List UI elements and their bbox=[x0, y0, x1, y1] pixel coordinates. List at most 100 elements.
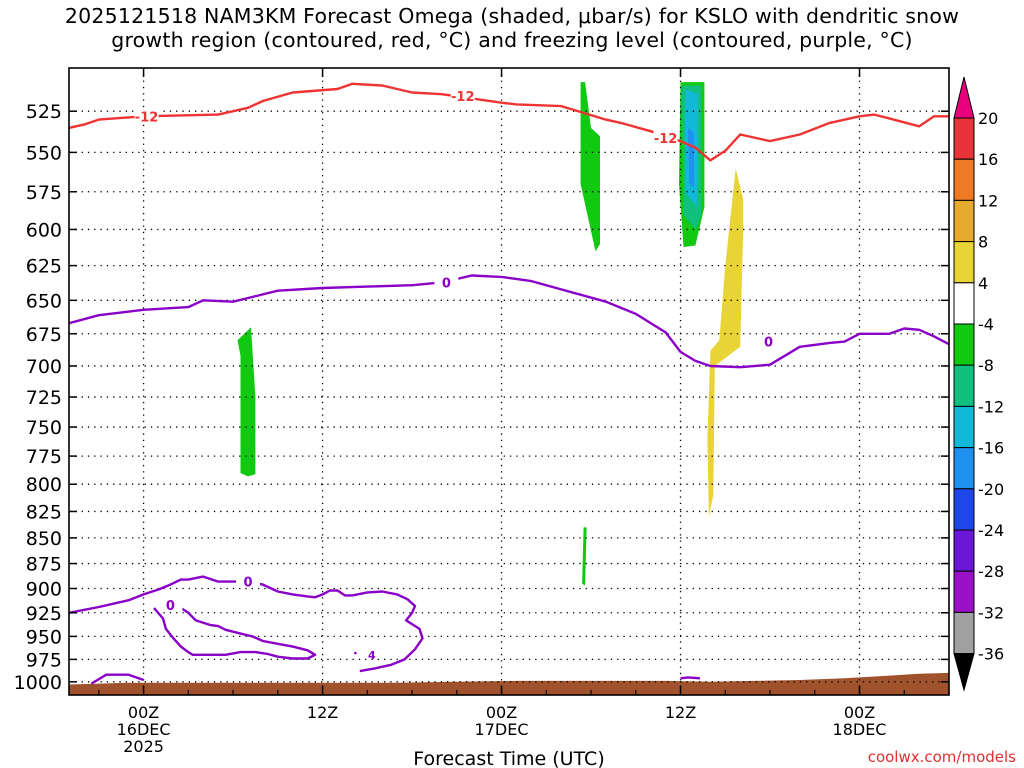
low-level-freezing-contour-0 bbox=[69, 575, 424, 673]
colorbar-label-12: -32 bbox=[978, 603, 1004, 622]
colorbar-segment-10 bbox=[953, 488, 975, 531]
y-tick-label-850: 850 bbox=[26, 528, 62, 550]
x-tick-label-0-0: 00Z bbox=[128, 703, 159, 722]
omega-region-7 bbox=[707, 168, 744, 517]
source-watermark: coolwx.com/models bbox=[867, 748, 1016, 766]
x-tick-label-0-2: 2025 bbox=[123, 737, 164, 756]
y-tick-label-725: 725 bbox=[26, 387, 62, 409]
colorbar-label-13: -36 bbox=[978, 645, 1004, 664]
freezing-label-3-bg bbox=[235, 574, 260, 588]
x-tick-label-0-1: 16DEC bbox=[117, 720, 171, 739]
x-axis-label: Forecast Time (UTC) bbox=[413, 748, 604, 768]
dgz-label-3-bg bbox=[653, 130, 678, 144]
plot-frame bbox=[68, 67, 950, 696]
dendritic-growth-line bbox=[69, 82, 949, 162]
colorbar-segment-3 bbox=[953, 199, 975, 243]
y-tick-label-550: 550 bbox=[26, 142, 62, 164]
y-tick-label-875: 875 bbox=[26, 554, 62, 576]
y-tick-label-750: 750 bbox=[26, 417, 62, 439]
grid-layer bbox=[69, 68, 949, 695]
dgz-label-2: -12 bbox=[451, 90, 475, 105]
freezing-label-4-bg bbox=[158, 598, 183, 612]
colorbar-label-1: 16 bbox=[978, 150, 998, 169]
colorbar-segment-6 bbox=[953, 323, 975, 366]
contour-layer bbox=[69, 82, 949, 685]
colorbar-label-2: 12 bbox=[978, 191, 998, 210]
y-tick-label-700: 700 bbox=[26, 356, 62, 378]
colorbar: 20 16 12 8 4 -4 -8 -12 -16 -20 -24 -28 -32 -36 bbox=[953, 76, 1004, 692]
omega-region-2 bbox=[582, 527, 587, 586]
y-tick-label-800: 800 bbox=[26, 474, 62, 496]
omega-region-1 bbox=[580, 82, 600, 252]
dgz-label-2-bg bbox=[450, 88, 475, 102]
colorbar-label-5: -4 bbox=[978, 315, 994, 334]
x-tick-label-36-0: 12Z bbox=[665, 703, 696, 722]
y-tick-label-825: 825 bbox=[26, 501, 62, 523]
colorbar-segment-1 bbox=[953, 117, 975, 160]
y-tick-label-950: 950 bbox=[26, 626, 62, 648]
y-tick-label-675: 675 bbox=[26, 324, 62, 346]
colorbar-label-4: 4 bbox=[978, 274, 988, 293]
colorbar-label-7: -12 bbox=[978, 397, 1004, 416]
y-tick-label-600: 600 bbox=[26, 219, 62, 241]
low-level-freezing-contour-2 bbox=[90, 673, 144, 685]
freezing-label-4: 0 bbox=[166, 599, 175, 614]
colorbar-label-10: -24 bbox=[978, 521, 1004, 540]
omega-region-6 bbox=[688, 127, 694, 188]
colorbar-segment-8 bbox=[953, 405, 975, 449]
freezing-label-2: 0 bbox=[764, 336, 773, 351]
low-level-freezing-contour-1 bbox=[153, 603, 317, 660]
omega-region-0 bbox=[237, 327, 256, 477]
colorbar-label-3: 8 bbox=[978, 233, 988, 252]
title-line-2: growth region (contoured, red, °C) and f… bbox=[111, 28, 913, 52]
small-contour-label: 4 bbox=[368, 649, 376, 662]
colorbar-segment-12 bbox=[953, 570, 975, 613]
contour-dot bbox=[354, 651, 357, 655]
y-tick-label-650: 650 bbox=[26, 290, 62, 312]
x-tick-label-48-0: 00Z bbox=[844, 703, 875, 722]
colorbar-segment-9 bbox=[953, 447, 975, 490]
colorbar-segment-7 bbox=[953, 364, 975, 407]
freezing-label-3: 0 bbox=[243, 576, 252, 591]
colorbar-segment-4 bbox=[953, 241, 975, 284]
x-tick-label-12-0: 12Z bbox=[307, 703, 338, 722]
freezing-label-1: 0 bbox=[442, 276, 451, 291]
y-tick-label-625: 625 bbox=[26, 256, 62, 278]
y-tick-label-1000: 1000 bbox=[14, 672, 62, 694]
x-tick-label-24-0: 00Z bbox=[486, 703, 517, 722]
colorbar-label-6: -8 bbox=[978, 356, 994, 375]
dgz-label-1-bg bbox=[134, 109, 159, 123]
y-tick-label-525: 525 bbox=[26, 101, 62, 123]
chart-title: 2025121518 NAM3KM Forecast Omega (shaded… bbox=[0, 4, 1024, 52]
colorbar-segment-5 bbox=[953, 282, 975, 325]
y-tick-label-775: 775 bbox=[26, 446, 62, 468]
low-level-freezing-contour-3 bbox=[680, 676, 700, 680]
freezing-label-2-bg bbox=[756, 334, 781, 348]
x-tick-label-24-1: 17DEC bbox=[475, 720, 529, 739]
colorbar-segment-11 bbox=[953, 529, 975, 572]
x-tick-label-48-1: 18DEC bbox=[833, 720, 887, 739]
omega-shading-layer bbox=[237, 82, 744, 586]
y-tick-label-975: 975 bbox=[26, 649, 62, 671]
colorbar-label-0: 20 bbox=[978, 109, 998, 128]
colorbar-label-8: -16 bbox=[978, 439, 1004, 458]
y-tick-label-925: 925 bbox=[26, 603, 62, 625]
colorbar-label-9: -20 bbox=[978, 480, 1004, 499]
y-tick-label-575: 575 bbox=[26, 182, 62, 204]
colorbar-segment-13 bbox=[953, 611, 975, 655]
colorbar-label-11: -28 bbox=[978, 562, 1004, 581]
colorbar-segment-2 bbox=[953, 158, 975, 201]
freezing-level-line bbox=[69, 274, 949, 369]
freezing-label-1-bg bbox=[434, 275, 459, 289]
below-ground-terrain bbox=[69, 672, 949, 695]
dgz-label-1: -12 bbox=[135, 110, 159, 125]
contour-label-layer: 0 0 0 0 -12 -12 -12 4 bbox=[134, 88, 781, 662]
title-line-1: 2025121518 NAM3KM Forecast Omega (shaded… bbox=[64, 4, 960, 28]
y-tick-label-900: 900 bbox=[26, 579, 62, 601]
terrain-layer bbox=[69, 672, 949, 695]
y-axis: 525 550 575 600 625 650 675 700 725 750 775 800 825 8… bbox=[14, 101, 949, 694]
colorbar-top-arrow bbox=[953, 76, 975, 119]
colorbar-bottom-arrow bbox=[953, 653, 975, 692]
